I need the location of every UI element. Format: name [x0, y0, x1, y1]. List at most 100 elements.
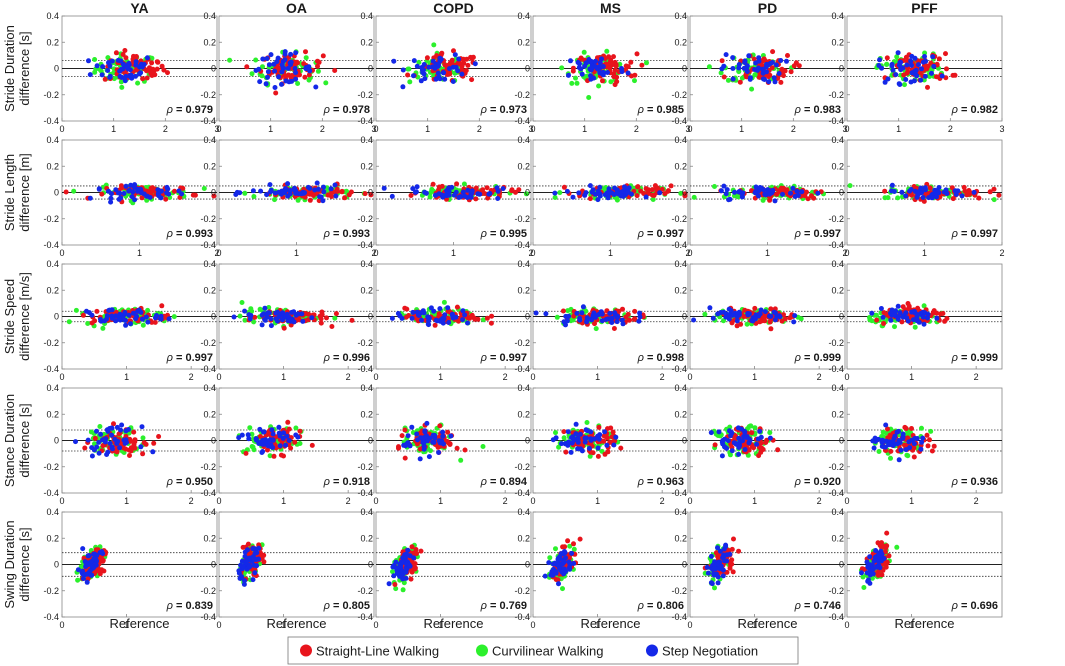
data-point-step-negotiation — [724, 445, 730, 451]
data-point-curvilinear-walking — [767, 430, 773, 436]
rho-label: ρ = 0.979 — [166, 104, 213, 116]
data-point-curvilinear-walking — [140, 435, 146, 441]
y-tick-label: -0.2 — [828, 462, 844, 472]
data-point-straight-line-walking — [659, 186, 665, 192]
data-point-straight-line-walking — [608, 425, 614, 431]
x-tick-label: 0 — [373, 124, 378, 134]
rho-value: = 0.985 — [644, 104, 684, 116]
data-point-step-negotiation — [89, 445, 95, 451]
y-tick-label: 0 — [525, 312, 530, 322]
data-point-step-negotiation — [96, 450, 102, 456]
data-point-step-negotiation — [904, 315, 910, 321]
y-tick-label: -0.2 — [671, 338, 687, 348]
y-tick-label: 0.2 — [203, 409, 216, 419]
data-point-straight-line-walking — [976, 195, 982, 201]
data-point-step-negotiation — [108, 195, 114, 201]
x-tick-label: 1 — [752, 372, 757, 382]
data-point-step-negotiation — [252, 570, 258, 576]
data-point-step-negotiation — [590, 64, 595, 70]
data-point-step-negotiation — [882, 79, 888, 85]
rho-symbol: ρ — [480, 476, 487, 488]
data-point-curvilinear-walking — [247, 425, 253, 431]
rho-value: = 0.950 — [173, 476, 213, 488]
data-point-step-negotiation — [754, 67, 760, 73]
x-tick-label: 1 — [137, 248, 142, 258]
data-point-step-negotiation — [570, 194, 576, 200]
data-point-curvilinear-walking — [752, 425, 758, 431]
data-point-step-negotiation — [719, 66, 725, 72]
data-point-step-negotiation — [930, 54, 936, 60]
data-point-step-negotiation — [307, 68, 313, 74]
data-point-step-negotiation — [543, 311, 549, 317]
data-point-step-negotiation — [108, 199, 114, 205]
data-point-step-negotiation — [622, 184, 627, 190]
data-point-step-negotiation — [434, 318, 440, 324]
data-point-step-negotiation — [421, 446, 427, 452]
data-point-step-negotiation — [123, 428, 129, 434]
scatter-points — [396, 420, 486, 463]
data-point-step-negotiation — [611, 442, 617, 448]
y-tick-label: -0.4 — [514, 240, 530, 250]
data-point-step-negotiation — [922, 185, 928, 191]
data-point-step-negotiation — [299, 311, 305, 317]
x-tick-label: 0 — [530, 248, 535, 258]
data-point-step-negotiation — [899, 189, 905, 195]
data-point-step-negotiation — [757, 186, 763, 192]
data-point-step-negotiation — [270, 437, 276, 443]
data-point-step-negotiation — [883, 422, 889, 428]
data-point-straight-line-walking — [482, 191, 487, 196]
y-tick-label: -0.2 — [514, 338, 530, 348]
data-point-step-negotiation — [288, 59, 294, 65]
y-tick-label: 0.4 — [203, 11, 216, 21]
data-point-step-negotiation — [898, 67, 904, 73]
data-point-curvilinear-walking — [553, 430, 558, 436]
data-point-step-negotiation — [436, 450, 442, 455]
data-point-curvilinear-walking — [650, 197, 656, 202]
data-point-step-negotiation — [580, 304, 586, 310]
data-point-step-negotiation — [888, 317, 894, 323]
data-point-straight-line-walking — [368, 192, 374, 198]
data-point-curvilinear-walking — [895, 195, 901, 201]
data-point-step-negotiation — [424, 420, 430, 426]
data-point-step-negotiation — [925, 311, 931, 317]
data-point-step-negotiation — [909, 309, 915, 315]
y-axis-label: difference [m/s] — [17, 272, 32, 361]
data-point-step-negotiation — [140, 316, 145, 322]
rho-value: = 0.997 — [487, 352, 527, 364]
data-point-step-negotiation — [133, 62, 139, 68]
data-point-step-negotiation — [770, 187, 776, 193]
rho-value: = 0.982 — [958, 104, 998, 116]
data-point-straight-line-walking — [156, 434, 162, 439]
data-point-step-negotiation — [131, 310, 136, 316]
y-tick-label: -0.4 — [200, 116, 216, 126]
data-point-straight-line-walking — [159, 303, 165, 309]
data-point-step-negotiation — [289, 309, 295, 315]
data-point-step-negotiation — [282, 51, 288, 57]
data-point-step-negotiation — [897, 440, 903, 445]
data-point-step-negotiation — [293, 76, 299, 82]
data-point-step-negotiation — [566, 72, 571, 78]
x-tick-label: 1 — [438, 496, 443, 506]
data-point-straight-line-walking — [761, 56, 767, 62]
panel-ya-4: 0.40.20-0.2-0.40 1ρ = 0.839 — [43, 507, 218, 630]
panel-copd-3: 0.40.20-0.2-0.40 1 2ρ = 0.894 — [357, 383, 532, 506]
data-point-step-negotiation — [100, 437, 105, 443]
data-point-curvilinear-walking — [991, 197, 997, 203]
data-point-straight-line-walking — [632, 308, 638, 314]
data-point-straight-line-walking — [649, 187, 655, 193]
x-tick-label: 2 — [791, 124, 796, 134]
data-point-step-negotiation — [85, 437, 91, 443]
data-point-step-negotiation — [919, 66, 924, 72]
data-point-step-negotiation — [564, 318, 570, 324]
rho-value: = 0.918 — [330, 476, 370, 488]
data-point-step-negotiation — [421, 440, 427, 446]
rho-value: = 0.839 — [173, 600, 213, 612]
data-point-curvilinear-walking — [760, 197, 766, 203]
x-tick-label: 0 — [59, 248, 64, 258]
rho-symbol: ρ — [794, 228, 801, 240]
y-tick-label: 0.2 — [46, 409, 59, 419]
data-point-straight-line-walking — [302, 74, 308, 80]
data-point-curvilinear-walking — [912, 324, 918, 330]
y-tick-label: -0.4 — [43, 612, 59, 622]
data-point-straight-line-walking — [292, 439, 298, 445]
